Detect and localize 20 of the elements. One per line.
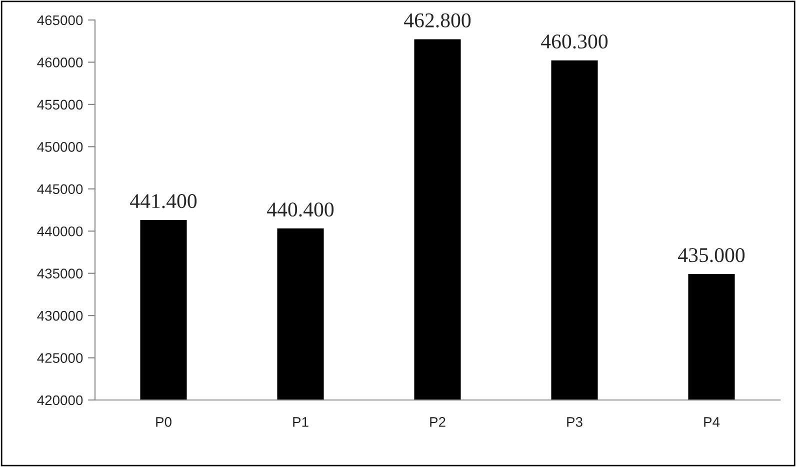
x-tick-label: P1 — [293, 417, 308, 427]
x-tick-label: P4 — [704, 417, 720, 427]
data-label: 435.000 — [678, 248, 745, 262]
x-tick-label: P0 — [156, 417, 172, 427]
y-tick-label: 430000 — [37, 310, 83, 321]
y-tick-label: 425000 — [37, 353, 83, 363]
y-tick-label: 435000 — [37, 268, 83, 279]
y-tick-label: 460000 — [37, 58, 83, 68]
data-label: 460.300 — [541, 34, 608, 49]
y-tick-label: 420000 — [37, 395, 83, 406]
y-tick-label: 440000 — [37, 226, 83, 236]
y-tick-label: 445000 — [37, 184, 83, 194]
y-tick-label: 455000 — [37, 100, 83, 110]
x-tick-label: P2 — [430, 417, 446, 427]
x-tick-label: P3 — [567, 417, 582, 427]
data-label: 440.400 — [267, 202, 334, 217]
y-tick-label: 465000 — [37, 15, 83, 26]
y-tick-label: 450000 — [37, 142, 83, 152]
data-label: 462.800 — [404, 13, 471, 28]
data-label: 441.400 — [130, 194, 197, 208]
